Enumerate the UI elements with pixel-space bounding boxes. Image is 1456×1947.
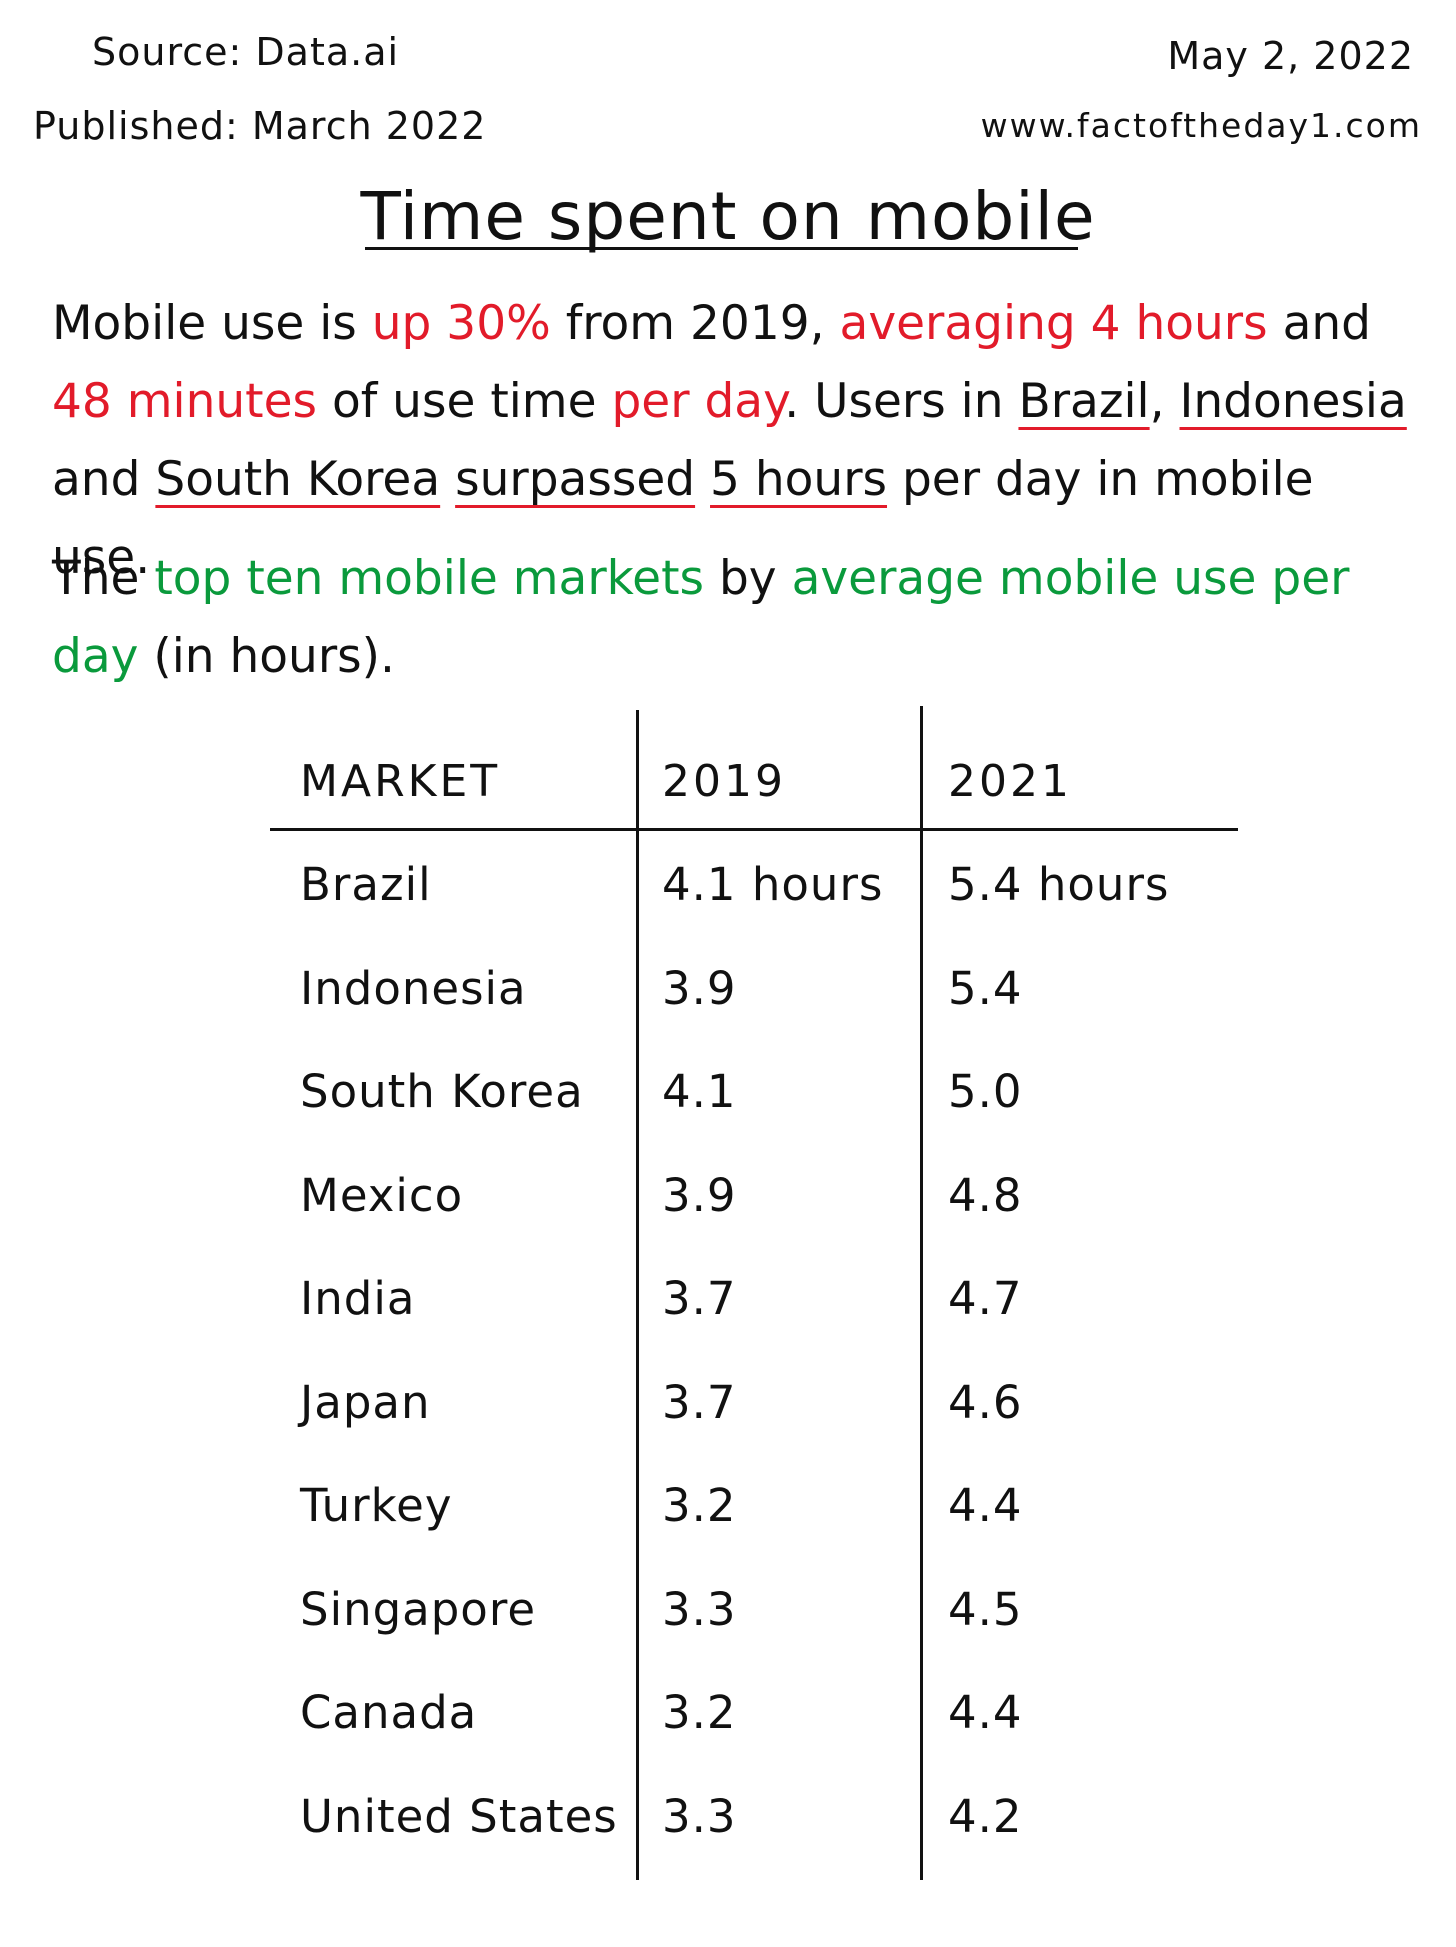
value-2019-cell: 4.1 hours bbox=[662, 858, 884, 911]
markets-intro-paragraph: The top ten mobile markets by average mo… bbox=[52, 540, 1422, 696]
value-2019-cell: 4.1 bbox=[662, 1065, 737, 1118]
published-label: Published: March 2022 bbox=[33, 104, 487, 148]
market-cell: United States bbox=[300, 1790, 618, 1843]
intro-text: and bbox=[52, 452, 156, 507]
value-2021-cell: 4.2 bbox=[948, 1790, 1023, 1843]
intro-text: per day in mobile use. bbox=[52, 452, 1314, 585]
markets-intro-highlight-average: average mobile use per day bbox=[52, 551, 1350, 684]
market-cell: Japan bbox=[300, 1376, 431, 1429]
intro-underline-indonesia: Indonesia bbox=[1179, 374, 1407, 429]
title-underline bbox=[365, 247, 1078, 250]
value-2021-cell: 5.0 bbox=[948, 1065, 1023, 1118]
value-2019-cell: 3.7 bbox=[662, 1272, 737, 1325]
intro-text: , bbox=[1149, 374, 1180, 429]
value-2019-cell: 3.9 bbox=[662, 1169, 737, 1222]
website-link[interactable]: www.factoftheday1.com bbox=[980, 106, 1422, 145]
intro-underline-south-korea: South Korea bbox=[155, 452, 441, 507]
value-2021-cell: 5.4 bbox=[948, 962, 1023, 1015]
column-header-2019: 2019 bbox=[662, 756, 786, 807]
intro-underline-5-hours: 5 hours bbox=[710, 452, 888, 507]
date-label: May 2, 2022 bbox=[1167, 34, 1414, 78]
value-2021-cell: 5.4 hours bbox=[948, 858, 1170, 911]
value-2021-cell: 4.6 bbox=[948, 1376, 1023, 1429]
markets-intro-text: by bbox=[704, 551, 792, 606]
value-2019-cell: 3.7 bbox=[662, 1376, 737, 1429]
markets-intro-highlight-top-ten: top ten mobile markets bbox=[154, 551, 705, 606]
value-2019-cell: 3.3 bbox=[662, 1583, 737, 1636]
intro-text: from 2019, bbox=[550, 296, 840, 351]
intro-paragraph: Mobile use is up 30% from 2019, averagin… bbox=[52, 285, 1422, 597]
value-2021-cell: 4.4 bbox=[948, 1479, 1023, 1532]
intro-text: of use time bbox=[317, 374, 612, 429]
market-cell: Singapore bbox=[300, 1583, 537, 1636]
market-cell: South Korea bbox=[300, 1065, 584, 1118]
value-2019-cell: 3.2 bbox=[662, 1479, 737, 1532]
markets-intro-text: (in hours). bbox=[138, 629, 395, 684]
value-2021-cell: 4.8 bbox=[948, 1169, 1023, 1222]
market-cell: Indonesia bbox=[300, 962, 527, 1015]
markets-intro-text: The bbox=[52, 551, 155, 606]
intro-text: and bbox=[1267, 296, 1371, 351]
intro-highlight-growth: up 30% bbox=[371, 296, 551, 351]
source-label: Source: Data.ai bbox=[92, 30, 400, 74]
intro-text: . Users in bbox=[784, 374, 1019, 429]
market-cell: Mexico bbox=[300, 1169, 464, 1222]
page-title: Time spent on mobile bbox=[360, 178, 1096, 255]
column-divider bbox=[636, 710, 639, 1880]
market-cell: Turkey bbox=[300, 1479, 453, 1532]
market-cell: India bbox=[300, 1272, 416, 1325]
value-2019-cell: 3.2 bbox=[662, 1686, 737, 1739]
value-2021-cell: 4.4 bbox=[948, 1686, 1023, 1739]
intro-highlight-minutes: 48 minutes bbox=[52, 374, 317, 429]
intro-text: Mobile use is bbox=[52, 296, 372, 351]
value-2021-cell: 4.5 bbox=[948, 1583, 1023, 1636]
intro-highlight-average: averaging 4 hours bbox=[839, 296, 1268, 351]
intro-highlight-per-day: per day bbox=[611, 374, 785, 429]
value-2021-cell: 4.7 bbox=[948, 1272, 1023, 1325]
intro-underline-surpassed: surpassed bbox=[455, 452, 696, 507]
intro-underline-brazil: Brazil bbox=[1018, 374, 1150, 429]
value-2019-cell: 3.9 bbox=[662, 962, 737, 1015]
header-divider bbox=[270, 828, 1238, 831]
column-divider bbox=[920, 706, 923, 1880]
value-2019-cell: 3.3 bbox=[662, 1790, 737, 1843]
market-cell: Canada bbox=[300, 1686, 478, 1739]
market-cell: Brazil bbox=[300, 858, 432, 911]
column-header-2021: 2021 bbox=[948, 756, 1072, 807]
column-header-market: MARKET bbox=[300, 756, 501, 807]
